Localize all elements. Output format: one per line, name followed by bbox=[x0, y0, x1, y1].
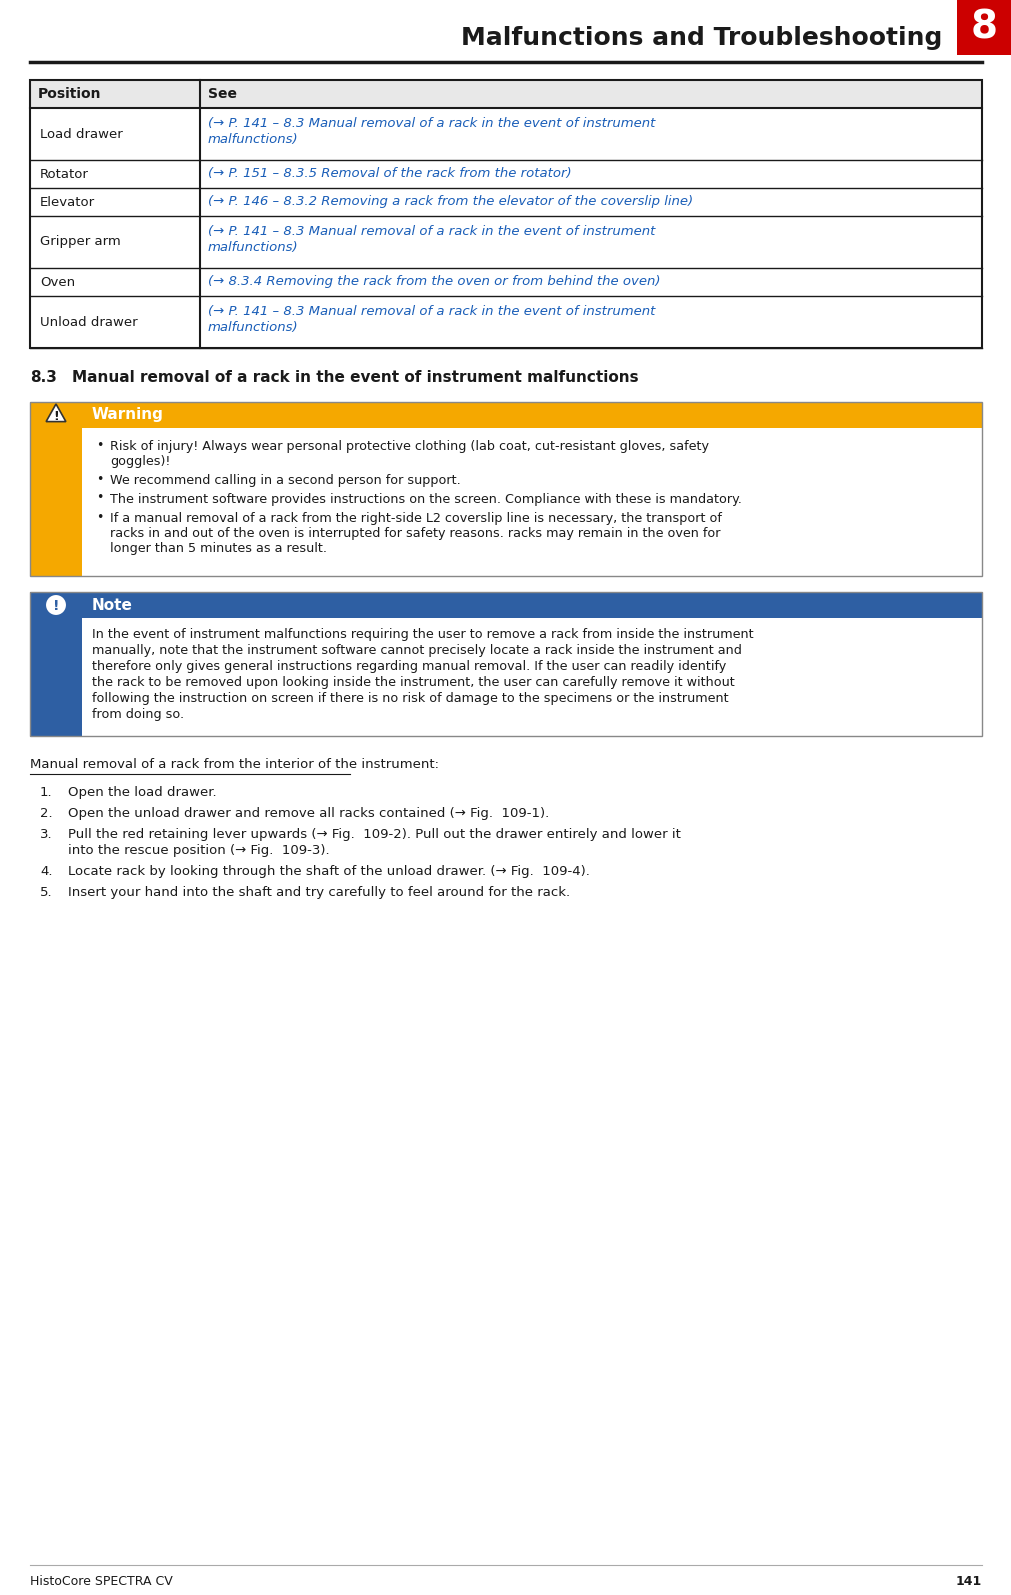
Bar bbox=[30, 80, 981, 348]
Text: 5.: 5. bbox=[40, 885, 53, 900]
Text: See: See bbox=[208, 88, 237, 100]
Text: the rack to be removed upon looking inside the instrument, the user can carefull: the rack to be removed upon looking insi… bbox=[92, 676, 734, 689]
Text: (→ 8.3.4 Removing the rack from the oven or from behind the oven): (→ 8.3.4 Removing the rack from the oven… bbox=[208, 276, 660, 289]
Text: We recommend calling in a second person for support.: We recommend calling in a second person … bbox=[110, 474, 460, 486]
Bar bbox=[30, 592, 82, 735]
Bar bbox=[30, 592, 981, 735]
Text: racks in and out of the oven is interrupted for safety reasons. racks may remain: racks in and out of the oven is interrup… bbox=[110, 526, 720, 541]
Text: Locate rack by looking through the shaft of the unload drawer. (→ Fig.  109-4).: Locate rack by looking through the shaft… bbox=[68, 864, 589, 877]
Bar bbox=[82, 427, 981, 576]
Text: manually, note that the instrument software cannot precisely locate a rack insid: manually, note that the instrument softw… bbox=[92, 644, 741, 657]
Text: 8.3: 8.3 bbox=[30, 370, 57, 384]
Text: Manual removal of a rack in the event of instrument malfunctions: Manual removal of a rack in the event of… bbox=[72, 370, 638, 384]
Text: •: • bbox=[96, 439, 103, 451]
Text: Risk of injury! Always wear personal protective clothing (lab coat, cut-resistan: Risk of injury! Always wear personal pro… bbox=[110, 440, 709, 453]
Text: Unload drawer: Unload drawer bbox=[40, 316, 137, 329]
Text: Insert your hand into the shaft and try carefully to feel around for the rack.: Insert your hand into the shaft and try … bbox=[68, 885, 569, 900]
Text: Malfunctions and Troubleshooting: Malfunctions and Troubleshooting bbox=[460, 26, 941, 49]
Text: Warning: Warning bbox=[92, 407, 164, 423]
Text: 2.: 2. bbox=[40, 807, 53, 820]
Text: (→ P. 141 – 8.3 Manual removal of a rack in the event of instrument: (→ P. 141 – 8.3 Manual removal of a rack… bbox=[208, 225, 655, 239]
Text: 141: 141 bbox=[954, 1574, 981, 1589]
Text: goggles)!: goggles)! bbox=[110, 455, 170, 467]
Text: (→ P. 141 – 8.3 Manual removal of a rack in the event of instrument: (→ P. 141 – 8.3 Manual removal of a rack… bbox=[208, 306, 655, 319]
Bar bbox=[82, 402, 981, 427]
Text: therefore only gives general instructions regarding manual removal. If the user : therefore only gives general instruction… bbox=[92, 660, 726, 673]
Text: 1.: 1. bbox=[40, 786, 53, 799]
Text: malfunctions): malfunctions) bbox=[208, 322, 298, 335]
Text: (→ P. 141 – 8.3 Manual removal of a rack in the event of instrument: (→ P. 141 – 8.3 Manual removal of a rack… bbox=[208, 118, 655, 131]
Text: Rotator: Rotator bbox=[40, 167, 89, 180]
Text: into the rescue position (→ Fig.  109-3).: into the rescue position (→ Fig. 109-3). bbox=[68, 844, 330, 857]
Text: Open the unload drawer and remove all racks contained (→ Fig.  109-1).: Open the unload drawer and remove all ra… bbox=[68, 807, 549, 820]
Text: Elevator: Elevator bbox=[40, 196, 95, 209]
Text: The instrument software provides instructions on the screen. Compliance with the: The instrument software provides instruc… bbox=[110, 493, 741, 506]
Text: •: • bbox=[96, 491, 103, 504]
Bar bbox=[30, 80, 981, 108]
Text: malfunctions): malfunctions) bbox=[208, 134, 298, 147]
Text: 4.: 4. bbox=[40, 864, 53, 877]
Text: 8: 8 bbox=[970, 8, 997, 46]
Text: If a manual removal of a rack from the right-side L2 coverslip line is necessary: If a manual removal of a rack from the r… bbox=[110, 512, 721, 525]
Text: Pull the red retaining lever upwards (→ Fig.  109-2). Pull out the drawer entire: Pull the red retaining lever upwards (→ … bbox=[68, 828, 680, 841]
Bar bbox=[82, 592, 981, 617]
Text: !: ! bbox=[53, 600, 60, 612]
Text: Load drawer: Load drawer bbox=[40, 128, 122, 140]
Text: from doing so.: from doing so. bbox=[92, 708, 184, 721]
Bar bbox=[956, 0, 1011, 54]
Text: 3.: 3. bbox=[40, 828, 53, 841]
Text: Position: Position bbox=[38, 88, 101, 100]
Text: (→ P. 151 – 8.3.5 Removal of the rack from the rotator): (→ P. 151 – 8.3.5 Removal of the rack fr… bbox=[208, 167, 571, 180]
Polygon shape bbox=[47, 404, 66, 421]
Bar bbox=[82, 617, 981, 735]
Bar bbox=[30, 402, 981, 576]
Circle shape bbox=[44, 593, 67, 616]
Text: longer than 5 minutes as a result.: longer than 5 minutes as a result. bbox=[110, 542, 327, 555]
Text: (→ P. 146 – 8.3.2 Removing a rack from the elevator of the coverslip line): (→ P. 146 – 8.3.2 Removing a rack from t… bbox=[208, 196, 693, 209]
Text: Note: Note bbox=[92, 598, 132, 612]
Text: Manual removal of a rack from the interior of the instrument:: Manual removal of a rack from the interi… bbox=[30, 758, 439, 770]
Text: •: • bbox=[96, 510, 103, 523]
Text: malfunctions): malfunctions) bbox=[208, 241, 298, 255]
Text: following the instruction on screen if there is no risk of damage to the specime: following the instruction on screen if t… bbox=[92, 692, 728, 705]
Text: Gripper arm: Gripper arm bbox=[40, 236, 120, 249]
Text: !: ! bbox=[53, 410, 59, 424]
Text: •: • bbox=[96, 472, 103, 485]
Text: Oven: Oven bbox=[40, 276, 75, 289]
Bar bbox=[30, 402, 82, 576]
Text: In the event of instrument malfunctions requiring the user to remove a rack from: In the event of instrument malfunctions … bbox=[92, 628, 753, 641]
Text: HistoCore SPECTRA CV: HistoCore SPECTRA CV bbox=[30, 1574, 173, 1589]
Text: Open the load drawer.: Open the load drawer. bbox=[68, 786, 216, 799]
